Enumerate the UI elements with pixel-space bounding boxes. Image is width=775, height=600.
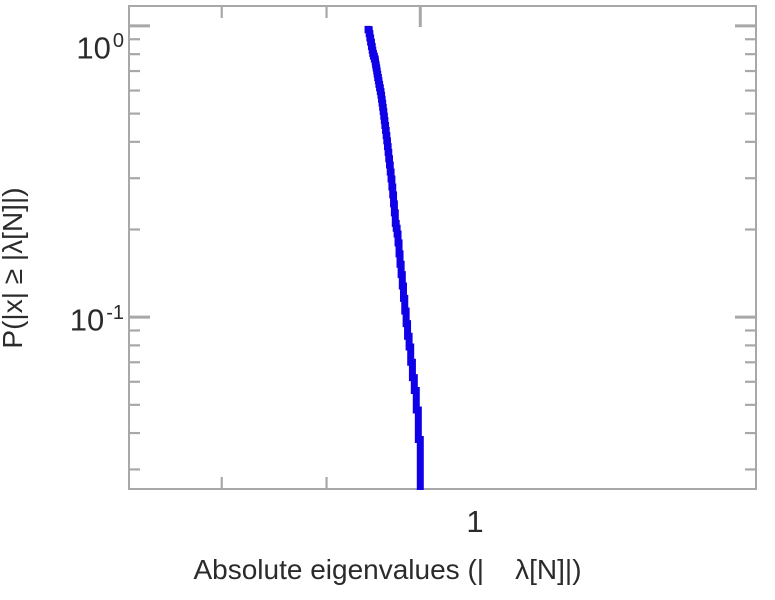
y-tick-exponent-1: -1: [106, 302, 124, 324]
x-tick-label-1: 1: [466, 504, 484, 539]
x-axis-title: Absolute eigenvalues (| λ[N]|): [193, 554, 582, 585]
y-axis-title-container: P(|x| ≥ |λ[N]|): [0, 18, 39, 518]
y-axis-title: P(|x| ≥ |λ[N]|): [0, 187, 28, 349]
y-tick-mantissa-1: 10: [69, 302, 105, 338]
y-tick-mantissa-0: 10: [76, 30, 111, 66]
plot-area: [128, 5, 757, 490]
y-tick-label-10e-1: 10 -1: [70, 303, 124, 335]
y-tick-exponent-0: 0: [112, 30, 124, 52]
y-tick-label-10e0: 10 0: [76, 31, 124, 63]
